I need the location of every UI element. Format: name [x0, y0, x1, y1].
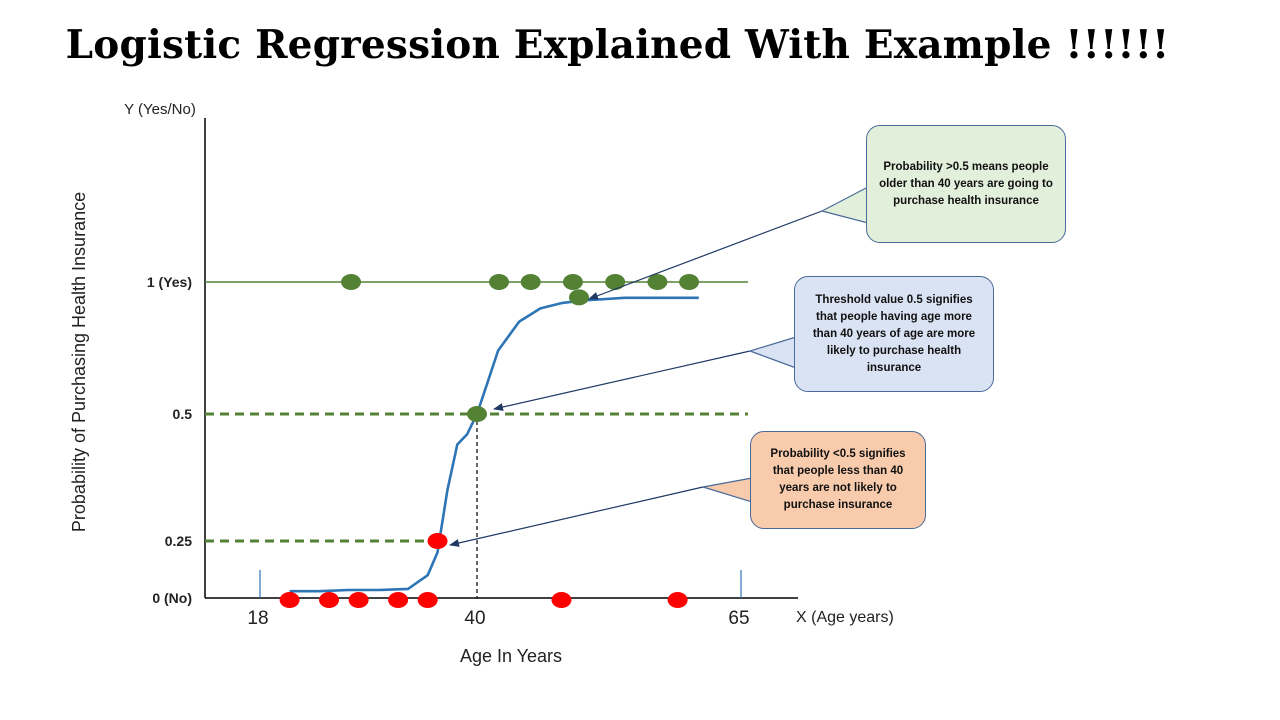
callout-orange-text: Probability <0.5 signifies that people l… — [770, 448, 906, 511]
no-point — [551, 592, 572, 608]
y-tick-label: 0.5 — [173, 406, 193, 422]
x-tick-label: 18 — [247, 608, 268, 629]
yes-point — [489, 274, 509, 290]
yes-point — [341, 274, 362, 290]
x-tick-label: 40 — [464, 608, 485, 629]
arrow-green-callout — [588, 210, 823, 300]
yes-point — [520, 274, 541, 290]
yes-point — [647, 274, 668, 290]
callout-orange-tail — [702, 477, 753, 503]
no-point — [279, 592, 300, 608]
no-point — [388, 592, 409, 608]
callout-threshold: Threshold value 0.5 signifies that peopl… — [794, 276, 994, 392]
y-tick-label: 1 (Yes) — [147, 274, 192, 290]
x-tick-label: 65 — [728, 608, 749, 629]
arrow-orange-callout — [449, 486, 704, 547]
yes-point — [562, 274, 583, 290]
yes-point — [679, 274, 700, 290]
x-axis-title: X (Age years) — [796, 609, 894, 626]
marked-point — [569, 289, 589, 306]
no-point — [319, 592, 340, 608]
y-tick-label: 0 (No) — [152, 590, 192, 606]
callout-probability-above: Probability >0.5 means people older than… — [866, 125, 1066, 243]
page-title: Logistic Regression Explained With Examp… — [65, 22, 1170, 68]
logistic-curve — [289, 296, 699, 593]
callout-probability-below: Probability <0.5 signifies that people l… — [750, 431, 926, 529]
yes-point — [605, 274, 626, 290]
arrow-blue-callout — [493, 350, 751, 411]
y-axis-title: Y (Yes/No) — [124, 101, 196, 118]
callout-green-tail — [820, 186, 869, 224]
no-point — [348, 592, 369, 608]
callout-blue-tail — [748, 336, 797, 369]
x-axis-label: Age In Years — [460, 646, 562, 666]
y-axis-label: Probability of Purchasing Health Insuran… — [69, 192, 89, 532]
no-point — [667, 592, 688, 608]
marked-point — [467, 406, 487, 422]
y-tick-label: 0.25 — [165, 533, 192, 549]
no-point — [417, 592, 438, 608]
callout-green-text: Probability >0.5 means people older than… — [879, 160, 1053, 207]
callout-blue-text: Threshold value 0.5 signifies that peopl… — [812, 293, 976, 374]
marked-point — [427, 533, 448, 549]
